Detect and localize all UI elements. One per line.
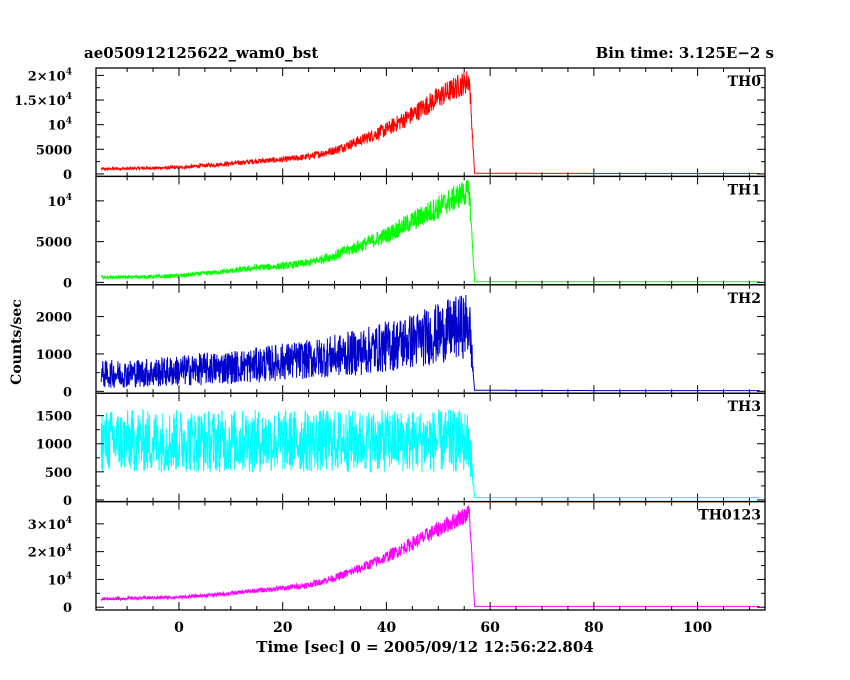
panel-frame-th0123 xyxy=(95,500,766,611)
series-line-th1 xyxy=(101,179,760,283)
y-tick-label-th2: 1000 xyxy=(36,348,72,363)
y-tick-label-th1: 104 xyxy=(48,193,72,210)
panel-label-th0123: TH0123 xyxy=(698,508,761,524)
x-tick-label: 20 xyxy=(273,620,293,636)
y-tick-label-th0: 1.5×104 xyxy=(14,92,72,109)
y-tick-label-th3: 1000 xyxy=(36,438,72,453)
y-tick-label-th0: 104 xyxy=(48,117,72,134)
y-tick-label-th1: 0 xyxy=(63,276,72,291)
y-tick-label-th2: 2000 xyxy=(36,311,72,326)
panel-label-th2: TH2 xyxy=(728,291,761,307)
y-tick-label-th0: 2×104 xyxy=(28,67,72,84)
x-tick-label: 60 xyxy=(480,620,500,636)
y-tick-label-th0: 0 xyxy=(63,168,72,183)
x-tick-label: 80 xyxy=(584,620,604,636)
y-tick-label-th3: 1500 xyxy=(36,410,72,425)
series-line-th0123 xyxy=(100,505,760,607)
y-axis-label: Counts/sec xyxy=(9,299,25,385)
panel-label-th3: TH3 xyxy=(728,399,761,415)
y-tick-label-th2: 0 xyxy=(63,385,72,400)
y-tick-label-th0: 5000 xyxy=(36,143,72,158)
y-tick-label-th0123: 3×104 xyxy=(28,516,72,533)
y-tick-label-th0123: 104 xyxy=(48,571,72,588)
chart-title: ae050912125622_wam0_bst xyxy=(84,44,319,62)
series-line-th0 xyxy=(100,71,760,174)
panel-label-th1: TH1 xyxy=(728,182,761,198)
x-tick-label: 100 xyxy=(683,620,712,636)
x-axis-label: Time [sec] 0 = 2005/09/12 12:56:22.804 xyxy=(256,638,594,656)
series-line-th2 xyxy=(100,294,760,392)
y-tick-label-th0123: 0 xyxy=(63,601,72,616)
panel-frame-th0 xyxy=(95,67,766,178)
y-tick-label-th1: 5000 xyxy=(36,236,72,251)
y-tick-label-th3: 0 xyxy=(63,494,72,509)
series-line-th3 xyxy=(100,408,760,499)
panel-label-th0: TH0 xyxy=(728,74,762,90)
x-tick-label: 0 xyxy=(174,620,184,636)
bin-time-label: Bin time: 3.125E−2 s xyxy=(595,44,774,62)
y-tick-label-th0123: 2×104 xyxy=(28,544,72,561)
y-tick-label-th3: 500 xyxy=(45,466,72,481)
panel-frame-th1 xyxy=(95,175,766,286)
x-tick-label: 40 xyxy=(377,620,397,636)
